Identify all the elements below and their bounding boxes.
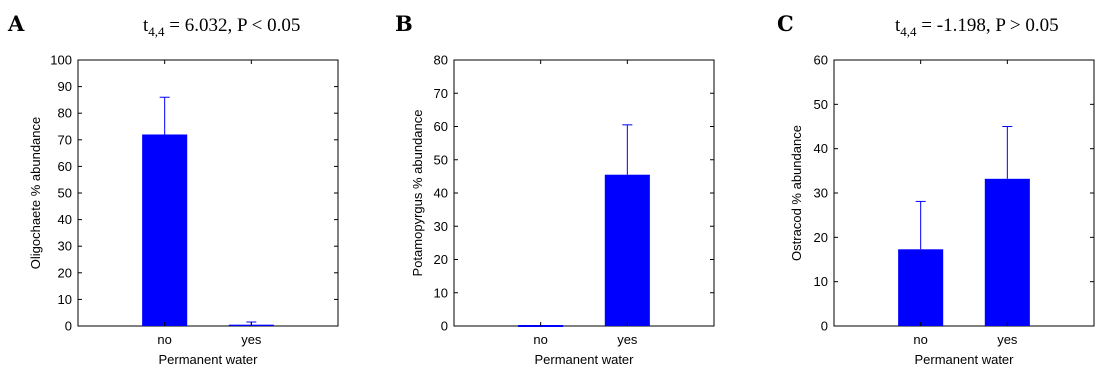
plot-frame (453, 59, 715, 327)
y-tick-label: 20 (814, 230, 828, 245)
y-tick-label: 40 (58, 212, 72, 227)
x-axis-title: Permanent water (535, 352, 635, 367)
x-tick-label: no (157, 332, 171, 347)
y-axis-title: Oligochaete % abundance (28, 117, 43, 270)
x-tick-label: yes (997, 332, 1018, 347)
y-tick-label: 0 (821, 319, 828, 334)
stat-annotation: t4,4 = -1.198, P > 0.05 (895, 15, 1059, 39)
plot-area: 0 10 20 30 40 50 60 70 80 90 100 no yes (50, 53, 339, 347)
y-tick-label: 50 (58, 186, 72, 201)
stat-subscript: 4,4 (900, 24, 917, 39)
stat-annotation: t4,4 = 6.032, P < 0.05 (143, 15, 300, 39)
y-tick-label: 90 (58, 79, 72, 94)
y-tick-label: 80 (58, 106, 72, 121)
y-tick-label: 0 (441, 319, 448, 334)
stat-subscript: 4,4 (148, 24, 165, 39)
y-tick-label: 60 (814, 53, 828, 68)
panel-b: B 0 10 20 30 40 50 60 70 80 no yes Permanent water… (395, 11, 715, 367)
panel-letter: C (777, 11, 794, 36)
plot-frame (833, 59, 1095, 327)
y-tick-label: 40 (814, 141, 828, 156)
stat-prefix: t (143, 15, 149, 36)
y-tick-label: 30 (434, 219, 448, 234)
y-tick-label: 10 (814, 274, 828, 289)
y-tick-label: 10 (58, 292, 72, 307)
x-tick-label: yes (617, 332, 638, 347)
stat-prefix: t (895, 15, 901, 36)
y-tick-label: 60 (434, 119, 448, 134)
y-tick-label: 30 (58, 239, 72, 254)
panel-a: A t4,4 = 6.032, P < 0.05 0 10 20 30 40 50 60 70… (7, 11, 339, 367)
y-tick-label: 20 (58, 265, 72, 280)
plot-frame (77, 59, 339, 327)
y-axis-title: Ostracod % abundance (789, 125, 804, 261)
y-tick-label: 80 (434, 53, 448, 68)
panel-letter: B (395, 11, 413, 36)
y-tick-label: 70 (434, 86, 448, 101)
x-tick-label: no (913, 332, 927, 347)
y-tick-label: 60 (58, 159, 72, 174)
bar (898, 249, 944, 326)
y-tick-label: 70 (58, 132, 72, 147)
y-tick-label: 40 (434, 186, 448, 201)
x-axis-title: Permanent water (915, 352, 1015, 367)
y-tick-label: 0 (65, 319, 72, 334)
y-tick-label: 100 (50, 53, 72, 68)
panel-letter: A (7, 11, 25, 36)
bar (984, 178, 1030, 326)
y-tick-label: 20 (434, 252, 448, 267)
plot-area: 0 10 20 30 40 50 60 no yes (814, 53, 1095, 347)
y-tick-label: 30 (814, 186, 828, 201)
x-tick-label: no (533, 332, 547, 347)
y-axis-title: Potamopyrgus % abundance (410, 110, 425, 277)
x-axis-title: Permanent water (159, 352, 259, 367)
y-tick-label: 50 (434, 152, 448, 167)
bar (142, 134, 188, 326)
plot-area: 0 10 20 30 40 50 60 70 80 no yes (434, 53, 715, 347)
bar (604, 174, 650, 326)
stat-text: = 6.032, P < 0.05 (165, 15, 301, 36)
y-tick-label: 50 (814, 97, 828, 112)
x-tick-label: yes (241, 332, 262, 347)
stat-text: = -1.198, P > 0.05 (917, 15, 1059, 36)
y-tick-label: 10 (434, 285, 448, 300)
panel-c: C t4,4 = -1.198, P > 0.05 0 10 20 30 40 50 60 n… (777, 11, 1095, 367)
